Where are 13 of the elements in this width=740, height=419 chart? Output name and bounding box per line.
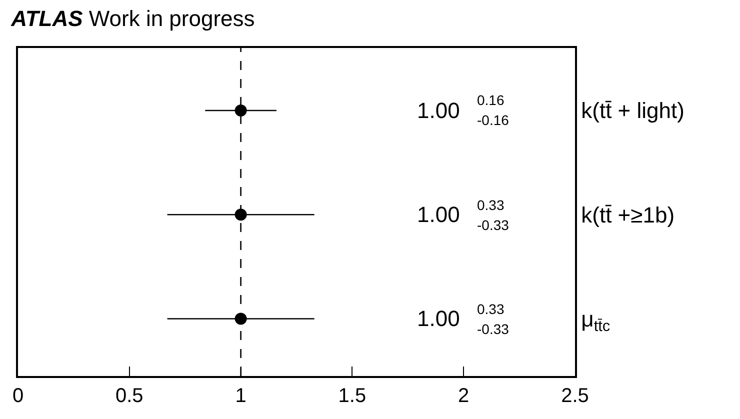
annotation: 1.00 0.16-0.16 [417, 92, 510, 128]
x-tick-label: 2.5 [561, 384, 589, 407]
annotation: 1.00 0.33-0.33 [417, 197, 510, 233]
y-tick-label: k(tt̄ + light) [581, 98, 684, 124]
annotation: 1.00 0.33-0.33 [417, 301, 510, 337]
x-tick-label: 2 [458, 384, 470, 407]
y-tick-label: k(tt̄ +≥1b) [581, 202, 675, 228]
x-tick-label: 1.5 [338, 384, 366, 407]
chart-title: ATLAS Work in progress [10, 6, 255, 31]
x-tick-label: 0 [12, 384, 24, 407]
x-tick-label: 1 [235, 384, 246, 407]
y-tick-label: μ$_{tt̄c}$ [581, 306, 610, 336]
x-tick-label: 0.5 [115, 384, 144, 407]
